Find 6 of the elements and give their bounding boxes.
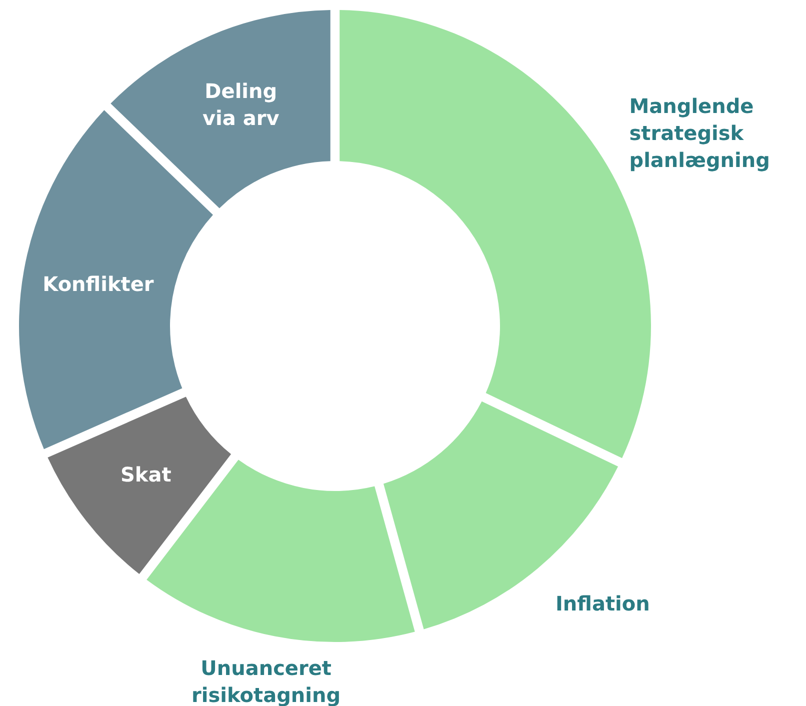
slice-label: Skat [120,462,172,487]
slice-label: Manglende strategisk planlægning [629,94,770,172]
slice-label: Inflation [555,591,650,616]
slice-label: Unuanceret risikotagning [192,656,341,706]
slice-label: Konflikter [42,272,154,296]
slice-label: Deling via arv [202,79,280,130]
